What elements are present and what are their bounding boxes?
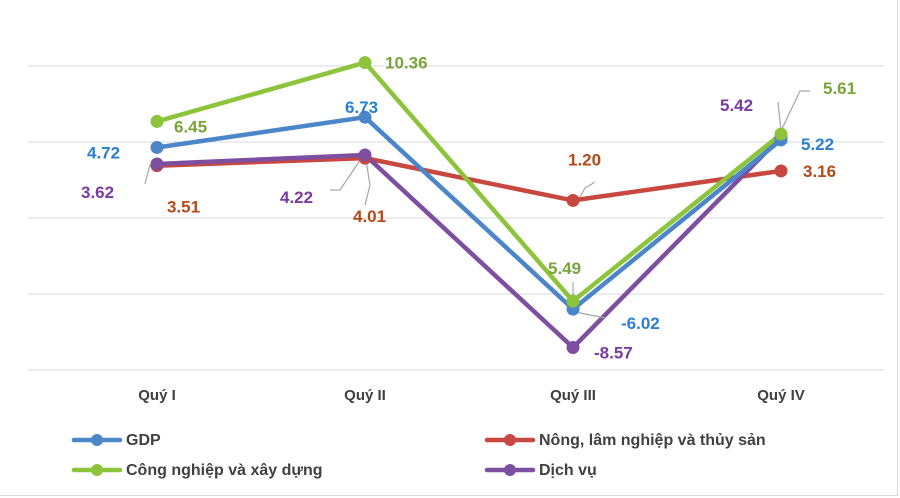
data-label: 1.20	[568, 150, 601, 169]
legend-swatch-marker	[91, 464, 103, 476]
x-tick-label: Quý III	[550, 387, 596, 404]
data-point	[150, 157, 164, 171]
data-point	[358, 148, 372, 162]
leader-line	[579, 181, 596, 198]
data-point	[774, 164, 788, 178]
data-point	[566, 193, 580, 207]
legend-entry-label: Công nghiệp và xây dựng	[126, 462, 323, 479]
legend-swatch-marker	[504, 464, 516, 476]
data-label: 5.49	[548, 259, 581, 278]
data-point	[566, 340, 580, 354]
data-label: 3.62	[81, 183, 114, 202]
data-label: 4.22	[280, 188, 313, 207]
label-leader-lines	[144, 90, 810, 319]
legend: GDP Nông, lâm nghiệp và thủy sản Công nghi…	[71, 432, 766, 479]
series-line	[154, 134, 784, 350]
data-point	[358, 110, 372, 124]
data-point	[150, 140, 164, 154]
x-axis-tick-labels: Quý I Quý II Quý III Quý IV	[138, 387, 805, 404]
leader-line	[330, 152, 366, 191]
data-point	[358, 56, 372, 70]
legend-swatch-marker	[504, 434, 516, 446]
series-line	[154, 60, 784, 304]
data-label: -6.02	[621, 314, 660, 333]
legend-entry-label: GDP	[126, 432, 161, 449]
data-label: -8.57	[594, 343, 633, 362]
data-point	[150, 114, 164, 128]
data-point	[566, 294, 580, 308]
series-lines	[154, 60, 784, 350]
data-label: 3.16	[803, 162, 836, 181]
series-line	[154, 114, 784, 312]
legend-entry-label: Dịch vụ	[539, 462, 597, 479]
data-label: 10.36	[385, 54, 428, 73]
leader-line	[777, 101, 782, 131]
data-label: 6.45	[174, 117, 207, 136]
data-label: 5.61	[823, 79, 856, 98]
legend-swatch-marker	[91, 434, 103, 446]
x-tick-label: Quý IV	[757, 387, 805, 404]
data-label: 3.51	[167, 198, 200, 217]
data-label: 4.01	[353, 207, 386, 226]
gridlines	[28, 65, 885, 371]
data-labels: 4.72 6.73 -6.02 5.22 3.51 4.01 1.20 3.16 6.45 10.…	[81, 54, 856, 363]
data-label: 4.72	[87, 143, 120, 162]
data-point	[774, 127, 788, 141]
leader-line	[780, 90, 810, 132]
x-tick-label: Quý II	[344, 387, 386, 404]
data-label: 6.73	[345, 98, 378, 117]
legend-entry-label: Nông, lâm nghiệp và thủy sản	[539, 432, 766, 449]
x-tick-label: Quý I	[138, 387, 176, 404]
data-label: 5.42	[720, 96, 753, 115]
series-points	[150, 56, 788, 354]
data-label: 5.22	[801, 135, 834, 154]
